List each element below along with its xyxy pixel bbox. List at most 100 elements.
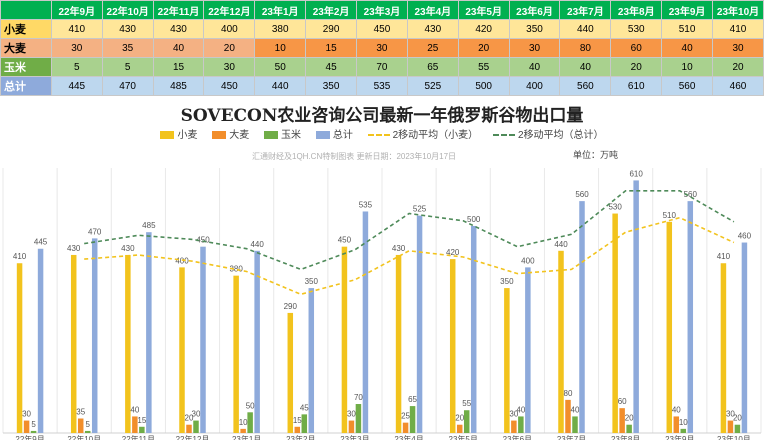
table-cell: 470 [101,76,154,96]
bar-barley [23,420,30,433]
table-month: 23年1月 [254,0,307,20]
table-row-total: 总计 445 470 485 450 440 350 535 525 500 4… [0,76,764,96]
table-month: 23年4月 [406,0,459,20]
table-cell: 380 [254,19,307,39]
table-cell: 420 [457,19,510,39]
bar-corn [409,406,416,433]
table-cell: 40 [508,57,561,77]
legend-item-corn: 玉米 [264,130,301,141]
row-label: 总计 [0,76,52,96]
table-month: 23年5月 [457,0,510,20]
table-cell: 485 [152,76,205,96]
bar-wheat [666,221,673,433]
label-total: 560 [575,190,589,199]
bar-total [741,242,748,433]
table-cell: 500 [457,76,510,96]
bar-barley [673,416,680,433]
label-barley: 20 [455,414,464,423]
bar-total [633,180,639,433]
label-wheat: 410 [13,252,27,261]
bar-barley [186,424,192,433]
label-corn: 20 [733,414,742,423]
label-barley: 10 [239,418,248,427]
x-tick-label: 23年1月 [232,434,261,440]
label-corn: 30 [192,410,201,419]
bar-total [470,225,477,433]
bar-corn [139,426,145,433]
row-label: 小麦 [0,19,52,39]
label-barley: 60 [618,397,627,406]
label-total: 470 [88,227,102,236]
bar-corn [30,430,37,433]
table-cell: 450 [356,19,408,39]
label-total: 445 [34,238,48,247]
table-cell: 20 [610,57,663,77]
table-cell: 30 [356,38,408,58]
bar-corn [463,410,470,433]
table-month: 23年6月 [508,0,561,20]
table-cell: 430 [406,19,459,39]
bar-total [146,232,152,433]
label-wheat: 530 [608,203,622,212]
table-month: 23年8月 [610,0,663,20]
legend-item-total: 总计 [315,130,353,141]
bar-corn [247,412,253,433]
bar-corn [84,430,91,433]
label-total: 440 [250,240,264,249]
bar-corn [518,416,524,433]
data-table: 22年9月 22年10月 22年11月 22年12月 23年1月 23年2月 2… [0,0,764,96]
table-cell: 460 [712,76,764,96]
legend-item-barley: 大麦 [212,130,249,141]
label-total: 560 [684,190,698,199]
table-cell: 40 [559,57,612,77]
table-cell: 60 [610,38,663,58]
bar-barley [727,420,734,433]
x-tick-label: 23年3月 [340,434,369,440]
bar-corn [680,428,687,433]
bar-total [416,215,423,433]
label-wheat: 400 [175,256,189,265]
label-wheat: 290 [284,302,298,311]
table-cell: 450 [203,76,256,96]
table-month: 23年9月 [661,0,714,20]
table-month: 23年2月 [305,0,358,20]
table-month: 22年11月 [152,0,205,20]
table-cell: 290 [305,19,358,39]
label-total: 460 [738,232,752,241]
legend-item-wheat: 小麦 [160,130,197,141]
bar-barley [402,422,409,433]
x-tick-label: 23年7月 [557,434,586,440]
label-barley: 15 [293,416,302,425]
label-corn: 65 [408,395,417,404]
table-month: 22年9月 [50,0,103,20]
table-cell: 350 [305,76,358,96]
bar-wheat [612,213,618,433]
bar-wheat [504,288,510,433]
unit-label: 单位：万吨 [573,150,619,160]
table-cell: 20 [712,57,764,77]
table-cell: 560 [559,76,612,96]
table-row-wheat: 小麦 410 430 430 400 380 290 450 430 420 3… [0,19,764,39]
table-cell: 15 [305,38,358,58]
table-cell: 610 [610,76,663,96]
table-cell: 510 [661,19,714,39]
row-label: 玉米 [0,57,52,77]
table-cell: 80 [559,38,612,58]
bar-corn [734,424,741,433]
label-barley: 35 [76,408,85,417]
table-month: 22年10月 [101,0,154,20]
table-cell: 400 [508,76,561,96]
table-cell: 430 [152,19,205,39]
label-barley: 40 [130,405,139,414]
table-cell: 430 [101,19,154,39]
bar-corn [355,404,362,433]
label-total: 450 [196,236,210,245]
table-cell: 65 [406,57,459,77]
table-cell: 55 [457,57,510,77]
table-cell: 15 [152,57,205,77]
label-wheat: 510 [663,211,677,220]
label-barley: 25 [401,412,410,421]
bar-barley [456,424,463,433]
bar-total [687,201,694,433]
